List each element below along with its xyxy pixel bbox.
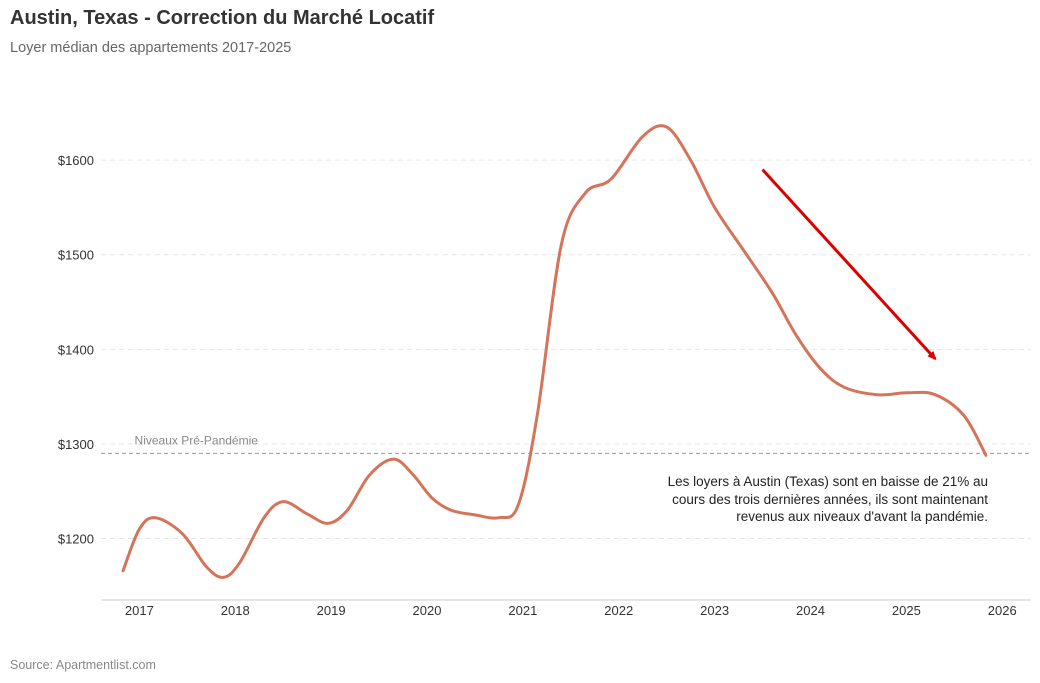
data-point xyxy=(795,334,798,337)
source-note: Source: Apartmentlist.com xyxy=(10,658,156,672)
data-point xyxy=(154,516,157,519)
data-point xyxy=(689,159,692,162)
y-tick-label: $1600 xyxy=(58,153,94,168)
x-tick-label: 2021 xyxy=(508,603,537,618)
x-tick-label: 2026 xyxy=(988,603,1017,618)
data-point xyxy=(497,516,500,519)
y-tick-label: $1400 xyxy=(58,342,94,357)
data-point xyxy=(665,126,668,129)
data-point xyxy=(346,509,349,512)
data-point xyxy=(306,512,309,515)
data-point xyxy=(122,569,125,572)
data-point xyxy=(876,393,879,396)
x-tick-label: 2018 xyxy=(221,603,250,618)
x-tick-label: 2017 xyxy=(125,603,154,618)
data-point xyxy=(819,367,822,370)
data-point xyxy=(282,500,285,503)
data-point xyxy=(449,509,452,512)
downward-trend-arrow xyxy=(761,168,937,361)
data-point xyxy=(641,135,644,138)
data-point xyxy=(473,513,476,516)
chart-subtitle: Loyer médian des appartements 2017-2025 xyxy=(10,40,292,56)
y-tick-label: $1200 xyxy=(58,532,94,547)
x-tick-label: 2022 xyxy=(604,603,633,618)
data-point xyxy=(742,249,745,252)
x-tick-label: 2023 xyxy=(700,603,729,618)
chart-annotation: Les loyers à Austin (Texas) sont en bais… xyxy=(640,473,988,526)
chart-title: Austin, Texas - Correction du Marché Loc… xyxy=(10,7,435,29)
data-point xyxy=(560,244,563,247)
data-point xyxy=(138,528,141,531)
x-tick-label: 2025 xyxy=(892,603,921,618)
y-tick-label: $1500 xyxy=(58,248,94,263)
y-axis-ticks: $1200 $1300 $1400 $1500 $1600 xyxy=(58,153,94,546)
data-point xyxy=(984,454,987,457)
data-point xyxy=(262,516,265,519)
data-point xyxy=(239,561,242,564)
data-point xyxy=(713,206,716,209)
data-point xyxy=(610,178,613,181)
data-point xyxy=(962,414,965,417)
grid-lines xyxy=(101,159,1031,540)
pre-pandemic-reference-label: Niveaux Pré-Pandémie xyxy=(135,433,259,447)
rent-series-line xyxy=(121,124,988,579)
y-tick-label: $1300 xyxy=(58,437,94,452)
x-tick-label: 2024 xyxy=(796,603,825,618)
data-point xyxy=(368,474,371,477)
data-point xyxy=(222,576,225,579)
data-point xyxy=(411,473,414,476)
data-point xyxy=(517,504,520,507)
data-point xyxy=(181,532,184,535)
data-point xyxy=(905,391,908,394)
data-point xyxy=(843,386,846,389)
data-point xyxy=(392,458,395,461)
data-point xyxy=(327,522,330,525)
x-tick-label: 2019 xyxy=(317,603,346,618)
data-point xyxy=(584,192,587,195)
data-point xyxy=(205,565,208,568)
data-point xyxy=(934,393,937,396)
x-tick-label: 2020 xyxy=(413,603,442,618)
x-axis-ticks: 2017 2018 2019 2020 2021 2022 2023 2024 2025 2026 xyxy=(125,603,1017,618)
data-point xyxy=(771,291,774,294)
data-point xyxy=(430,496,433,499)
data-point xyxy=(536,414,539,417)
